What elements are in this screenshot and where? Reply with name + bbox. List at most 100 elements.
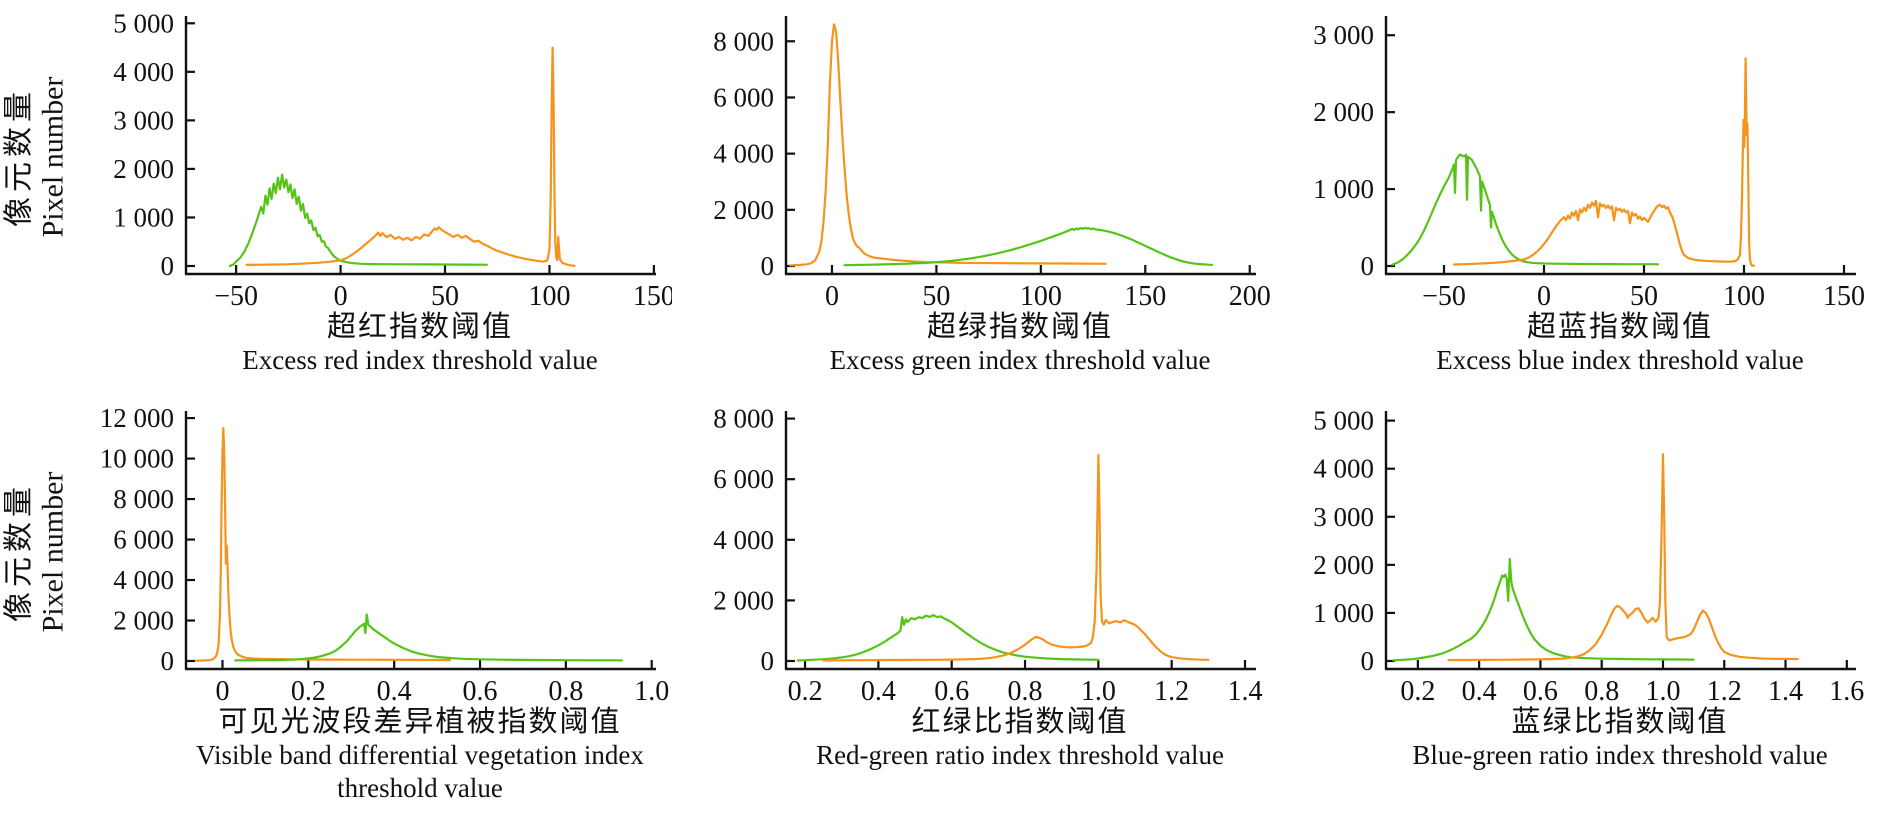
panel-title-en: Red-green ratio index threshold value bbox=[816, 740, 1224, 770]
y-tick-label: 3 000 bbox=[113, 105, 174, 135]
panel-title-en: Visible band differential vegetation ind… bbox=[196, 740, 644, 803]
panel-title-cn: 超红指数阈值 bbox=[326, 311, 513, 343]
x-tick-label: 200 bbox=[1229, 281, 1271, 310]
y-tick-label: 8 000 bbox=[113, 484, 174, 514]
panel-red-green-ratio: 0 2 000 4 000 6 000 8 000 0.2 0.4 0.6 0.8 1.0 1.2 1… bbox=[672, 399, 1272, 772]
panel-title-en: Blue-green ratio index threshold value bbox=[1412, 740, 1828, 770]
x-tick-label: 0.6 bbox=[463, 676, 498, 705]
y-tick-label: 12 000 bbox=[100, 403, 174, 433]
y-tick-label: 4 000 bbox=[713, 525, 774, 555]
x-tick-label: −50 bbox=[214, 281, 258, 310]
y-tick-label: 2 000 bbox=[1313, 550, 1374, 580]
x-tick-label: 0.4 bbox=[1462, 676, 1497, 705]
y-tick-label: 2 000 bbox=[113, 154, 174, 184]
x-tick-label: 50 bbox=[922, 281, 950, 310]
y-tick-label: 2 000 bbox=[713, 585, 774, 615]
panel-excess-green: 0 2 000 4 000 6 000 8 000 0 50 100 150 200 超绿指数阈值… bbox=[672, 4, 1272, 377]
panel-title-cn: 超蓝指数阈值 bbox=[1526, 311, 1713, 343]
x-tick-label: 0.4 bbox=[377, 676, 412, 705]
panel-title-cn: 超绿指数阈值 bbox=[926, 311, 1113, 343]
y-axis-label-row2: 像元数量 Pixel number bbox=[0, 399, 72, 705]
x-tick-label: 0 bbox=[215, 676, 229, 705]
y-tick-label: 2 000 bbox=[1313, 97, 1374, 127]
x-tick-label: 1.2 bbox=[1707, 676, 1742, 705]
panel-excess-blue: 0 1 000 2 000 3 000 −50 0 50 100 150 超蓝指数阈值 Exce… bbox=[1272, 4, 1872, 377]
panel-title-en: Excess blue index threshold value bbox=[1436, 345, 1804, 375]
x-tick-label: 1.6 bbox=[1829, 676, 1864, 705]
y-tick-label: 6 000 bbox=[713, 82, 774, 112]
x-tick-label: 0.4 bbox=[861, 676, 896, 705]
x-tick-label: 150 bbox=[1823, 281, 1865, 310]
y-tick-label: 1 000 bbox=[1313, 598, 1374, 628]
x-tick-label: 0.2 bbox=[788, 676, 823, 705]
y-tick-label: 6 000 bbox=[713, 464, 774, 494]
series-orange-curve bbox=[245, 46, 576, 267]
x-tick-label: 0.6 bbox=[1523, 676, 1558, 705]
y-tick-label: 0 bbox=[761, 646, 775, 676]
y-tick-label: 0 bbox=[161, 646, 175, 676]
y-tick-label: 0 bbox=[1361, 251, 1375, 281]
y-tick-label: 2 000 bbox=[113, 606, 174, 636]
x-tick-label: 150 bbox=[633, 281, 672, 310]
panel-vdvi: 0 2 000 4 000 6 000 8 000 10 000 12 000 0 0.2 0.4… bbox=[72, 399, 672, 805]
panel-title-en: Excess green index threshold value bbox=[829, 345, 1211, 375]
x-tick-label: 50 bbox=[431, 281, 459, 310]
x-tick-label: 1.4 bbox=[1228, 676, 1263, 705]
x-tick-label: 0 bbox=[825, 281, 839, 310]
x-tick-label: 1.2 bbox=[1154, 676, 1189, 705]
series-orange-curve bbox=[822, 453, 1210, 662]
panel-blue-green-ratio: 0 1 000 2 000 3 000 4 000 5 000 0.2 0.4 0.6 0.8 1.… bbox=[1272, 399, 1872, 772]
chart-row-2: 像元数量 Pixel number 0 2 000 4 000 6 000 8 000 1… bbox=[0, 399, 1890, 805]
series-green-curve bbox=[228, 173, 488, 268]
series-green-curve bbox=[843, 226, 1214, 267]
excess-green-chart: 0 2 000 4 000 6 000 8 000 0 50 100 150 200 bbox=[713, 16, 1271, 310]
x-tick-label: 1.0 bbox=[1645, 676, 1680, 705]
y-tick-label: 10 000 bbox=[100, 444, 174, 474]
x-tick-label: 1.4 bbox=[1768, 676, 1803, 705]
panel-title-en: Excess red index threshold value bbox=[242, 345, 598, 375]
series-orange-curve bbox=[1447, 453, 1799, 662]
x-tick-label: 0 bbox=[1537, 281, 1551, 310]
series-orange-curve bbox=[194, 427, 452, 662]
y-tick-label: 1 000 bbox=[1313, 174, 1374, 204]
red-green-ratio-chart: 0 2 000 4 000 6 000 8 000 0.2 0.4 0.6 0.8 1.0 1.2 1… bbox=[713, 404, 1263, 705]
y-tick-label: 8 000 bbox=[713, 26, 774, 56]
panel-title-cn: 可见光波段差异植被指数阈值 bbox=[218, 706, 622, 738]
y-tick-label: 5 000 bbox=[1313, 406, 1374, 436]
y-tick-label: 8 000 bbox=[713, 404, 774, 434]
y-axis-label-cn: 像元数量 bbox=[2, 87, 35, 227]
y-tick-label: 2 000 bbox=[713, 195, 774, 225]
y-axis-label-en: Pixel number bbox=[36, 76, 69, 238]
y-tick-label: 0 bbox=[1361, 646, 1375, 676]
y-tick-label: 1 000 bbox=[113, 202, 174, 232]
y-tick-label: 6 000 bbox=[113, 525, 174, 555]
y-axis-label-en: Pixel number bbox=[36, 471, 69, 633]
x-tick-label: 0.2 bbox=[1400, 676, 1435, 705]
y-axis-label-text: 像元数量 Pixel number bbox=[2, 472, 70, 633]
y-tick-label: 4 000 bbox=[113, 565, 174, 595]
y-axis-label-text: 像元数量 Pixel number bbox=[2, 77, 70, 238]
blue-green-ratio-chart: 0 1 000 2 000 3 000 4 000 5 000 0.2 0.4 0.6 0.8 1.… bbox=[1313, 406, 1864, 705]
y-tick-label: 4 000 bbox=[713, 139, 774, 169]
y-tick-label: 0 bbox=[761, 251, 775, 281]
x-tick-label: 100 bbox=[1723, 281, 1765, 310]
x-tick-label: 0.8 bbox=[1584, 676, 1619, 705]
y-axis-label-cn: 像元数量 bbox=[2, 482, 35, 622]
excess-red-chart: 0 1 000 2 000 3 000 4 000 5 000 −50 0 50 100 150 bbox=[113, 8, 672, 310]
y-tick-label: 4 000 bbox=[1313, 454, 1374, 484]
x-tick-label: 100 bbox=[1020, 281, 1062, 310]
series-orange-curve bbox=[1452, 57, 1756, 267]
series-green-curve bbox=[1390, 153, 1660, 266]
y-tick-label: 4 000 bbox=[113, 57, 174, 87]
vdvi-chart: 0 2 000 4 000 6 000 8 000 10 000 12 000 0 0.2 0.4… bbox=[100, 403, 669, 705]
panel-excess-red: 0 1 000 2 000 3 000 4 000 5 000 −50 0 50 100 150 超… bbox=[72, 4, 672, 377]
series-green-curve bbox=[796, 614, 1100, 662]
x-tick-label: 100 bbox=[528, 281, 570, 310]
y-tick-label: 3 000 bbox=[1313, 502, 1374, 532]
series-green-curve bbox=[234, 613, 623, 662]
y-tick-label: 0 bbox=[161, 251, 175, 281]
panel-title-cn: 蓝绿比指数阈值 bbox=[1511, 706, 1729, 738]
series-green-curve bbox=[1392, 558, 1695, 662]
x-tick-label: 50 bbox=[1630, 281, 1658, 310]
